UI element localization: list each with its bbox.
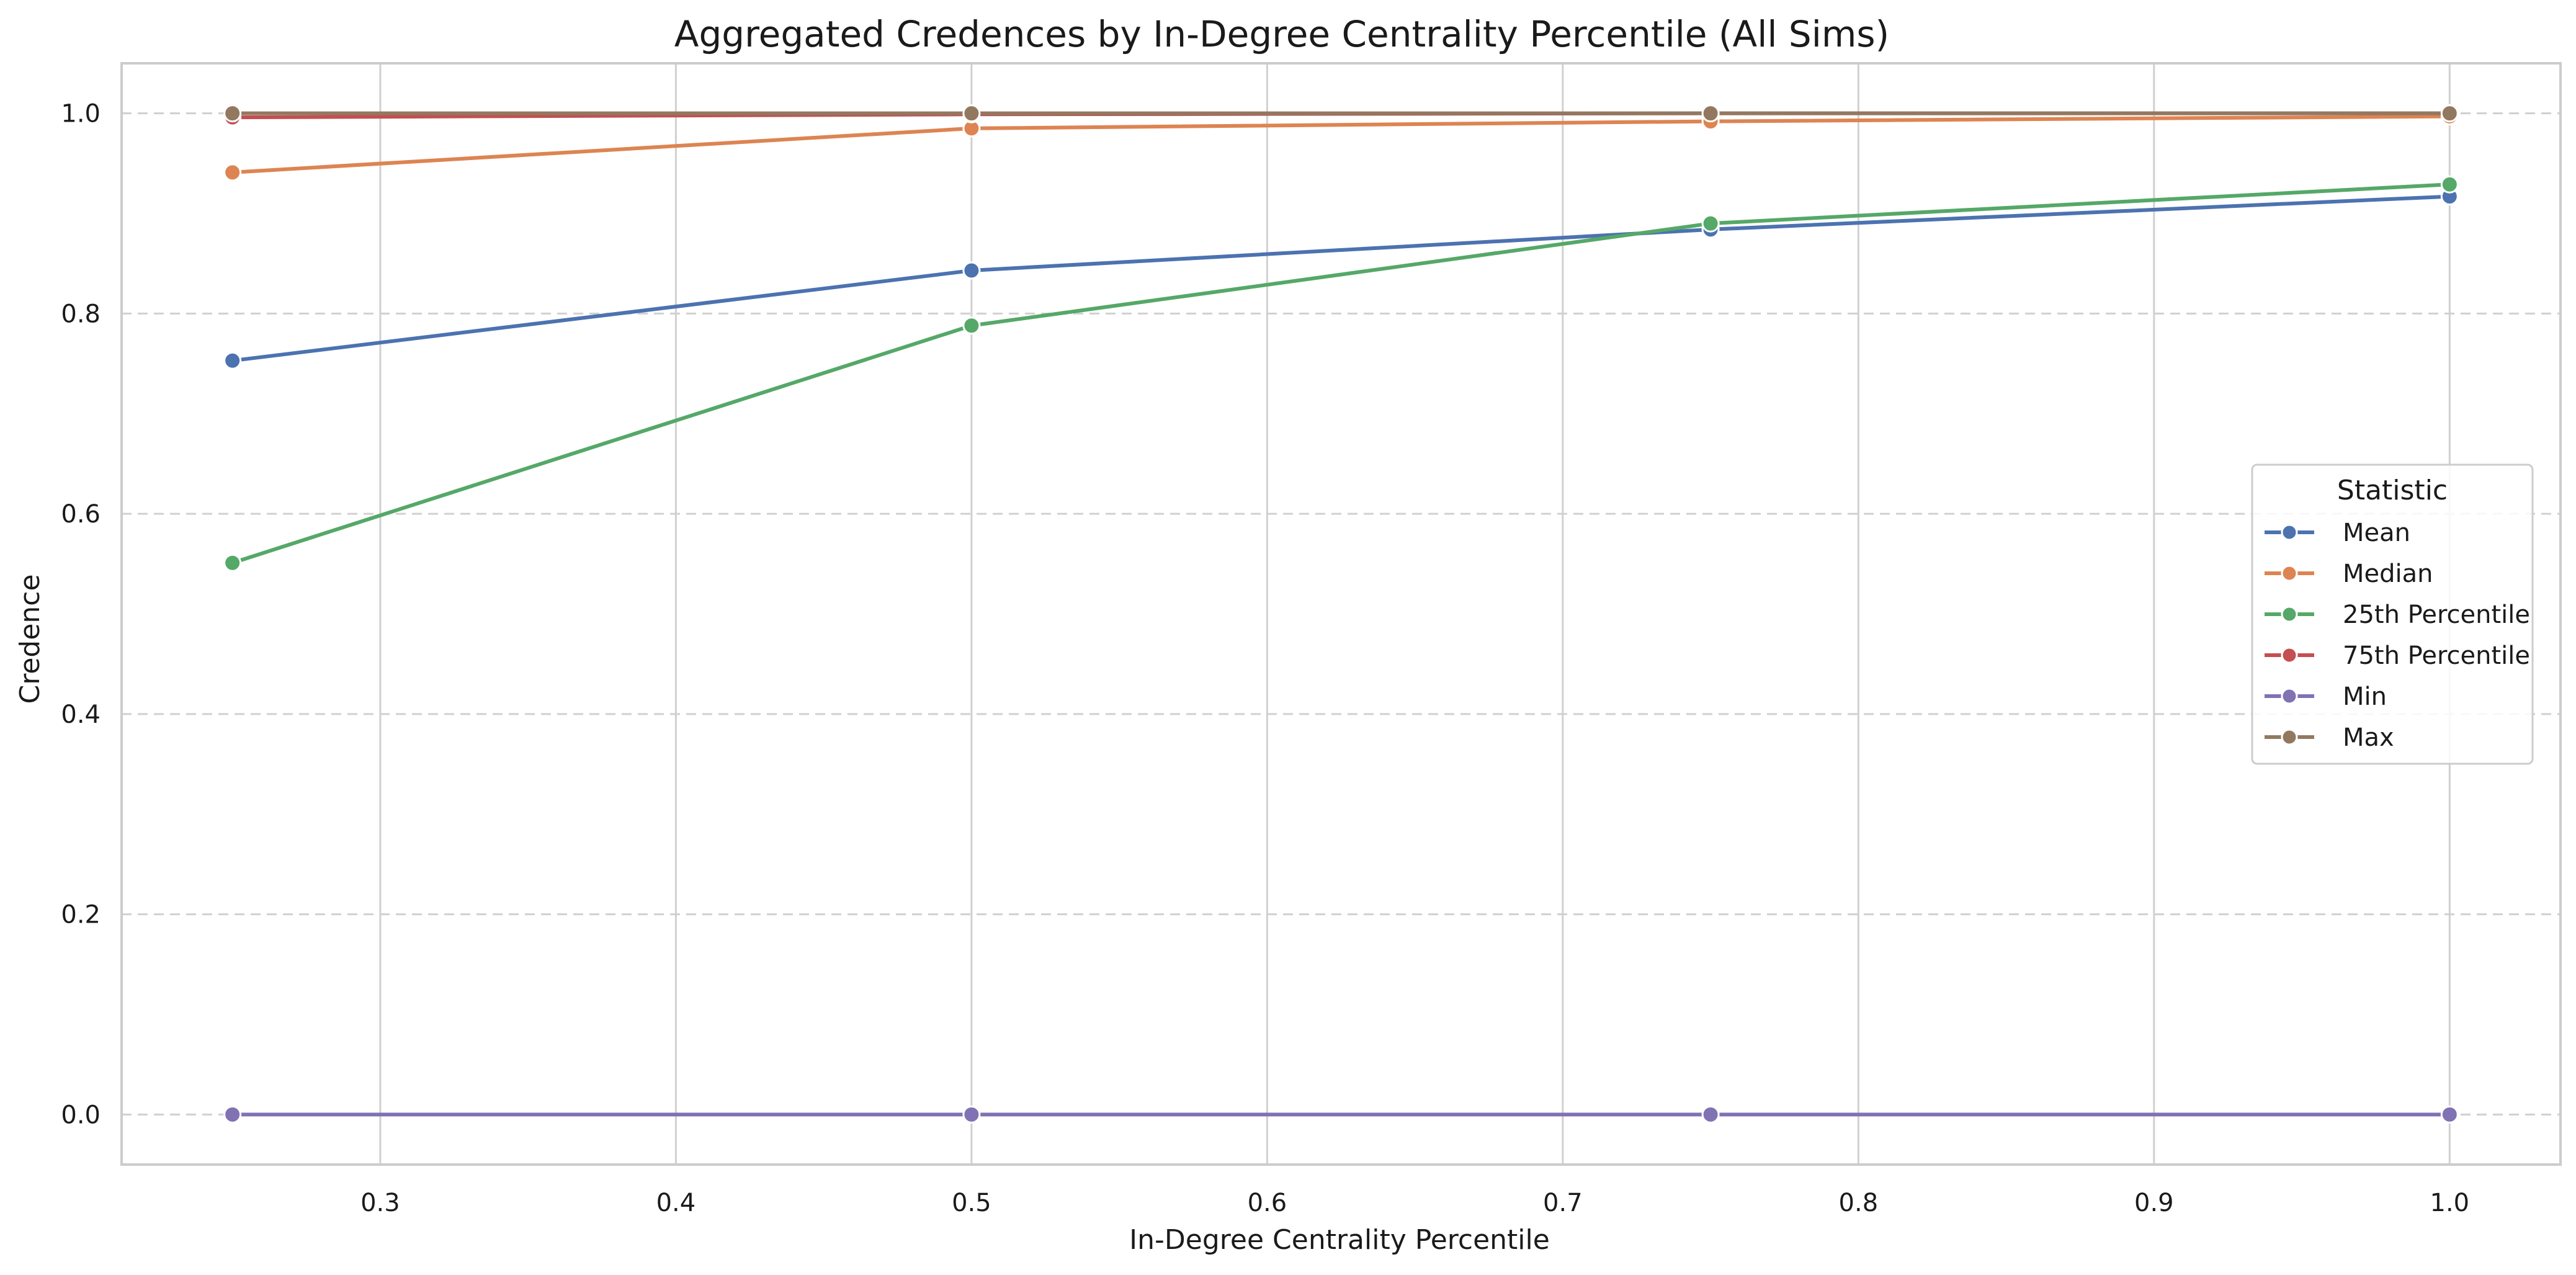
- legend-label: Max: [2343, 723, 2394, 752]
- legend-swatch-marker: [2281, 728, 2298, 746]
- legend-item: Max: [2265, 723, 2394, 752]
- legend-swatch-marker: [2281, 565, 2298, 582]
- series-max: [223, 104, 2459, 123]
- legend-item: 75th Percentile: [2265, 642, 2530, 670]
- data-point: [962, 104, 981, 123]
- y-tick-label: 0.8: [61, 300, 101, 328]
- legend-item: 25th Percentile: [2265, 601, 2530, 629]
- x-tick-label: 0.3: [360, 1189, 400, 1217]
- legend-item: Min: [2265, 682, 2387, 711]
- data-point: [223, 1105, 242, 1124]
- x-tick-label: 0.6: [1248, 1189, 1287, 1217]
- legend-item: Median: [2265, 560, 2433, 588]
- x-tick-label: 0.4: [656, 1189, 696, 1217]
- series-line: [230, 182, 2452, 565]
- data-point: [1701, 104, 1720, 123]
- y-tick-label: 0.2: [61, 901, 101, 929]
- data-point: [962, 261, 981, 280]
- data-point: [1701, 1105, 1720, 1124]
- series-min: [223, 1105, 2459, 1124]
- data-point: [2440, 1105, 2459, 1124]
- legend-swatch-marker: [2281, 606, 2298, 623]
- x-axis-label: In-Degree Centrality Percentile: [1129, 1224, 1550, 1256]
- data-point: [223, 351, 242, 370]
- data-point: [2440, 175, 2459, 194]
- y-tick-label: 0.0: [61, 1101, 101, 1129]
- series: [223, 104, 2459, 1124]
- series-25th-percentile: [223, 175, 2459, 572]
- series-line: [230, 114, 2452, 174]
- legend-label: Min: [2343, 682, 2387, 711]
- legend-swatch-marker: [2281, 646, 2298, 664]
- data-point: [223, 104, 242, 123]
- legend-title: Statistic: [2337, 475, 2448, 506]
- y-tick-label: 1.0: [61, 100, 101, 128]
- legend-swatch-marker: [2281, 687, 2298, 705]
- legend-label: Mean: [2343, 519, 2410, 547]
- legend-item: Mean: [2265, 519, 2410, 547]
- x-tick-label: 0.7: [1543, 1189, 1583, 1217]
- data-point: [2440, 104, 2459, 123]
- legend-items: Mean Median 25th Percentile 75th Percentile…: [2265, 519, 2530, 752]
- data-point: [223, 553, 242, 572]
- tick-labels: 0.3 0.4 0.5 0.6 0.7 0.8 0.9 1.0 0.0 0.2 0.4 0.6 0.8 1…: [61, 100, 2469, 1217]
- plot-frame: [120, 62, 2562, 1166]
- legend-box: [2251, 463, 2534, 765]
- data-point: [962, 1105, 981, 1124]
- legend-swatch-marker: [2281, 524, 2298, 541]
- x-tick-label: 0.9: [2134, 1189, 2174, 1217]
- data-point: [962, 316, 981, 335]
- x-tick-label: 1.0: [2430, 1189, 2470, 1217]
- legend: Statistic Mean Median 25th Percentile 75th …: [2251, 463, 2534, 765]
- legend-label: 75th Percentile: [2343, 642, 2530, 670]
- legend-label: 25th Percentile: [2343, 601, 2530, 629]
- y-tick-label: 0.4: [61, 700, 101, 729]
- y-tick-label: 0.6: [61, 500, 101, 529]
- data-point: [223, 163, 242, 182]
- data-point: [1701, 214, 1720, 233]
- chart-title: Aggregated Credences by In-Degree Centra…: [674, 13, 1889, 55]
- x-tick-label: 0.5: [952, 1189, 991, 1217]
- x-tick-label: 0.8: [1839, 1189, 1879, 1217]
- series-line: [230, 194, 2452, 363]
- y-axis-label: Credence: [14, 574, 46, 704]
- legend-label: Median: [2343, 560, 2433, 588]
